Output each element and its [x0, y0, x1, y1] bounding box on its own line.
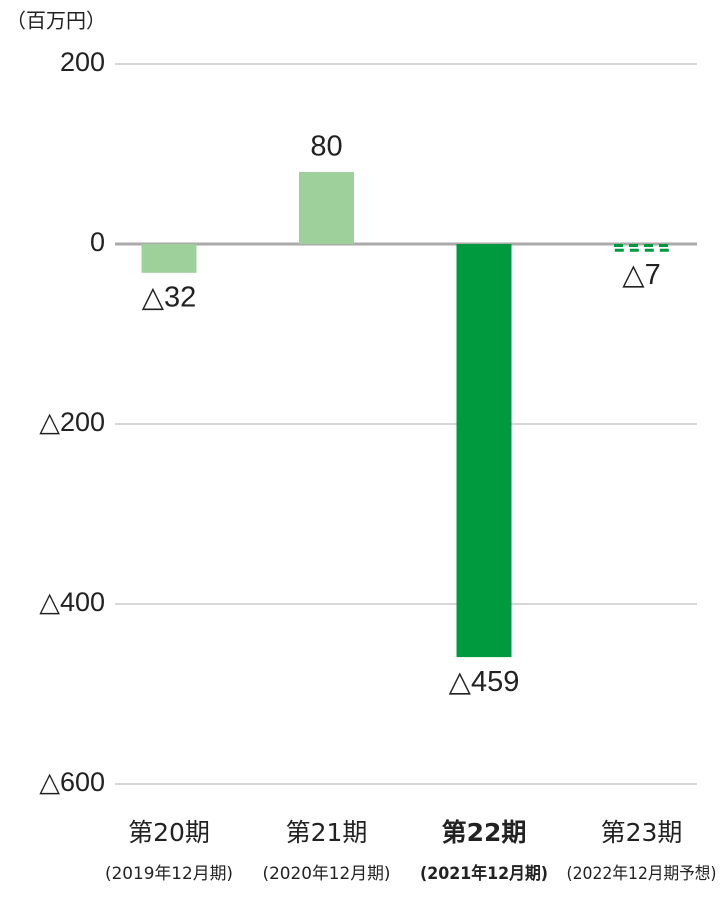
- y-tick-label: △200: [39, 407, 105, 437]
- x-tick-label: 第20期: [128, 818, 210, 847]
- y-tick-label: 0: [90, 227, 105, 257]
- y-axis-label: （百万円）: [6, 9, 106, 33]
- x-tick-label: 第23期: [601, 818, 683, 847]
- bar: [299, 172, 354, 244]
- x-tick-label: 第22期: [442, 818, 527, 847]
- y-tick-label: △600: [39, 767, 105, 797]
- y-tick-label: △400: [39, 587, 105, 617]
- bar: [612, 244, 671, 252]
- x-tick-label: 第21期: [286, 818, 368, 847]
- bar: [141, 244, 197, 273]
- y-tick-label: 200: [60, 47, 105, 77]
- value-label: △32: [142, 281, 197, 313]
- x-tick-sublabel: (2022年12月期予想): [567, 864, 717, 884]
- value-label: △7: [622, 259, 660, 291]
- x-tick-sublabel: (2020年12月期): [263, 864, 391, 884]
- bar: [456, 244, 512, 658]
- x-tick-sublabel: (2021年12月期): [420, 863, 548, 884]
- x-tick-sublabel: (2019年12月期): [105, 864, 233, 884]
- value-label: △459: [449, 666, 520, 698]
- value-label: 80: [310, 131, 342, 163]
